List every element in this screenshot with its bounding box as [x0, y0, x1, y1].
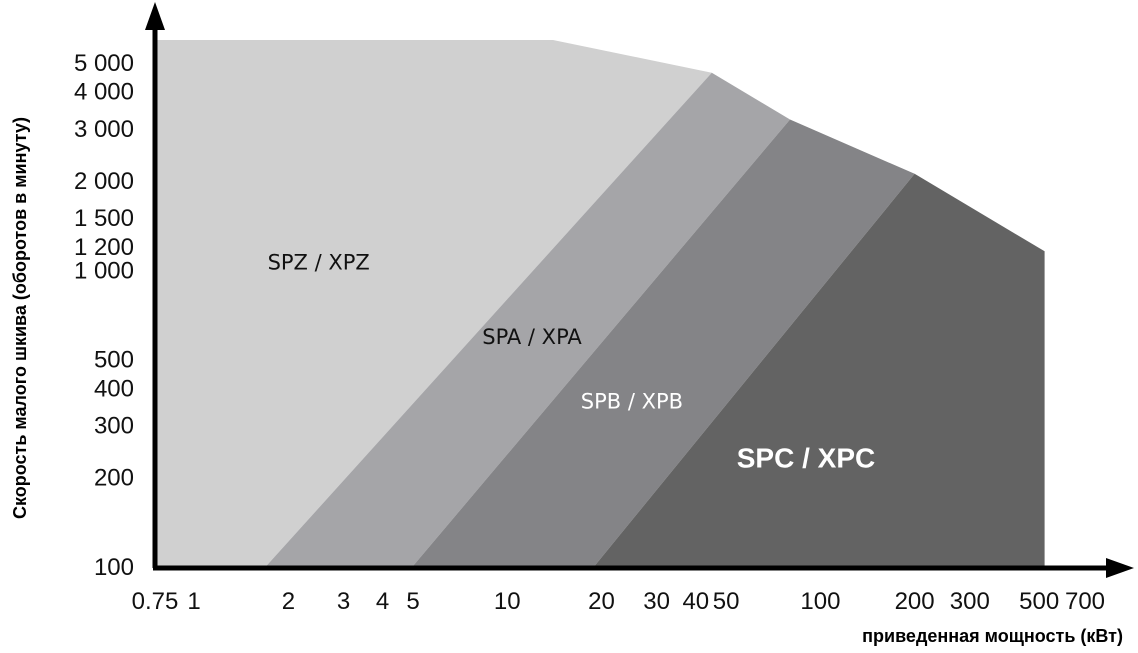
- x-tick-label: 1: [187, 588, 200, 615]
- region-1: [266, 72, 790, 566]
- y-tick-label: 300: [94, 413, 134, 440]
- region-label: SPA / XPA: [482, 325, 582, 349]
- x-tick-label: 700: [1065, 588, 1105, 615]
- x-axis-arrow: [1106, 558, 1134, 578]
- x-tick-label: 300: [950, 588, 990, 615]
- x-tick-label: 40: [682, 588, 709, 615]
- chart-regions: [157, 40, 1045, 567]
- x-tick-label: 50: [713, 588, 740, 615]
- chart-axes: [145, 2, 1134, 578]
- region-3: [594, 173, 1045, 567]
- y-tick-label: 200: [94, 465, 134, 492]
- region-2: [413, 119, 915, 566]
- y-tick-label: 3 000: [74, 116, 134, 143]
- region-labels: SPZ / XPZ SPA / XPA SPB / XPB SPC / XPC: [268, 250, 876, 473]
- x-tick-labels: 0.75 1 2 3 4 5 10 20 30 40 50 100 200 300 500 700: [132, 588, 1105, 615]
- x-tick-label: 500: [1019, 588, 1059, 615]
- y-axis-arrow: [145, 2, 165, 30]
- y-tick-label: 500: [94, 347, 134, 374]
- y-tick-label: 100: [94, 554, 134, 581]
- x-tick-label: 100: [800, 588, 840, 615]
- y-tick-label: 1 000: [74, 257, 134, 284]
- x-tick-label: 30: [643, 588, 670, 615]
- y-tick-label: 4 000: [74, 79, 134, 106]
- x-tick-label: 3: [337, 588, 350, 615]
- y-tick-label: 400: [94, 375, 134, 402]
- x-tick-label: 0.75: [132, 588, 179, 615]
- x-tick-label: 5: [406, 588, 419, 615]
- y-tick-label: 1 500: [74, 205, 134, 232]
- y-tick-label: 1 200: [74, 234, 134, 261]
- region-0: [157, 40, 712, 566]
- x-tick-label: 4: [376, 588, 389, 615]
- x-tick-label: 2: [282, 588, 295, 615]
- region-label: SPC / XPC: [737, 442, 875, 473]
- y-tick-label: 5 000: [74, 50, 134, 77]
- x-axis-title: приведенная мощность (кВт): [862, 626, 1123, 646]
- y-tick-label: 2 000: [74, 168, 134, 195]
- x-tick-label: 20: [588, 588, 615, 615]
- x-tick-label: 200: [895, 588, 935, 615]
- y-axis-title: Скорость малого шкива (оборотов в минуту…: [10, 117, 30, 519]
- x-tick-label: 10: [494, 588, 521, 615]
- region-label: SPB / XPB: [581, 389, 683, 413]
- region-label: SPZ / XPZ: [268, 250, 370, 274]
